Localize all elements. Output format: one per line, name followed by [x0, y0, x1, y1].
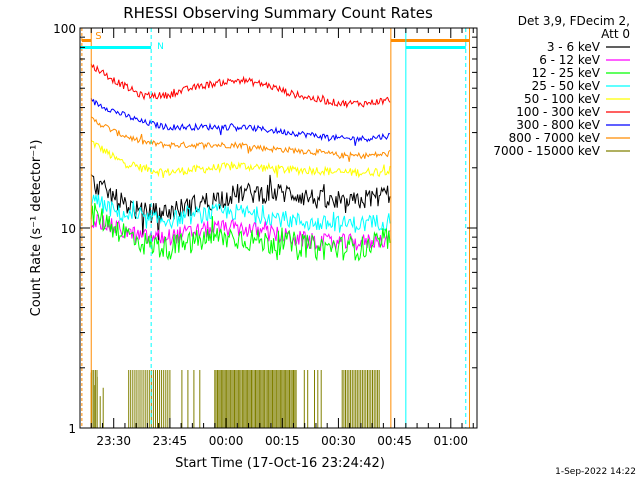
saa-bar-1	[81, 39, 92, 42]
x-axis-label: Start Time (17-Oct-16 23:24:42)	[175, 456, 385, 471]
series-line-12-25-kev	[90, 202, 391, 262]
series-line-300-800-kev	[90, 98, 391, 146]
x-tick-label: 23:45	[153, 434, 188, 448]
saa-bar-2	[390, 39, 470, 42]
x-tick-label: 00:45	[377, 434, 412, 448]
chart-title: RHESSI Observing Summary Count Rates	[123, 4, 433, 22]
series-line-7000-15000-kev	[90, 370, 380, 428]
night-bar-2	[405, 46, 466, 49]
legend-label: 12 - 25 keV	[532, 66, 601, 80]
legend-label: 3 - 6 keV	[547, 40, 601, 54]
night-flag: N	[157, 42, 164, 52]
y-tick-label: 10	[61, 222, 76, 236]
legend-label: 800 - 7000 keV	[509, 131, 601, 145]
series-line-50-100-kev	[90, 140, 391, 179]
x-tick-label: 00:30	[321, 434, 356, 448]
x-tick-label: 00:15	[265, 434, 300, 448]
series-line-100-300-kev	[90, 63, 391, 109]
legend-label: 300 - 800 keV	[516, 118, 600, 132]
series-line-3-6-kev	[90, 174, 391, 242]
legend-label: 100 - 300 keV	[516, 105, 600, 119]
x-tick-label: 23:30	[96, 434, 131, 448]
legend-label: 6 - 12 keV	[539, 53, 601, 67]
x-tick-label: 00:00	[209, 434, 244, 448]
legend-label: 7000 - 15000 keV	[493, 144, 600, 158]
night-bar-1	[80, 46, 152, 49]
y-tick-label: 1	[68, 422, 76, 436]
legend-header-line-1: Det 3,9, FDecim 2,	[518, 14, 630, 28]
legend-label: 50 - 100 keV	[524, 92, 601, 106]
series-layer	[90, 63, 391, 262]
y-axis-label: Count Rate (s⁻¹ detector⁻¹)	[29, 140, 44, 317]
legend-header-line-2: Att 0	[601, 27, 630, 41]
y-axis: 100 10 1	[53, 22, 477, 436]
saa-flag: S	[95, 31, 101, 42]
legend-label: 25 - 50 keV	[532, 79, 601, 93]
high-energy-series-layer	[90, 370, 380, 428]
series-line-25-50-kev	[90, 194, 391, 233]
x-tick-label: 01:00	[433, 434, 468, 448]
series-line-800-7000-kev	[90, 116, 391, 162]
y-tick-label: 100	[53, 22, 76, 36]
timestamp: 1-Sep-2022 14:22	[555, 467, 636, 477]
x-axis: 23:30 23:45 00:00 00:15 00:30 00:45 01:00	[79, 28, 474, 448]
